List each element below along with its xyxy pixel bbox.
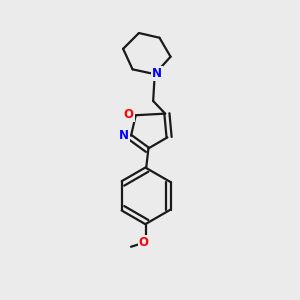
Text: N: N: [119, 129, 129, 142]
Text: N: N: [152, 67, 162, 80]
Text: O: O: [124, 108, 134, 121]
Text: O: O: [139, 236, 149, 248]
